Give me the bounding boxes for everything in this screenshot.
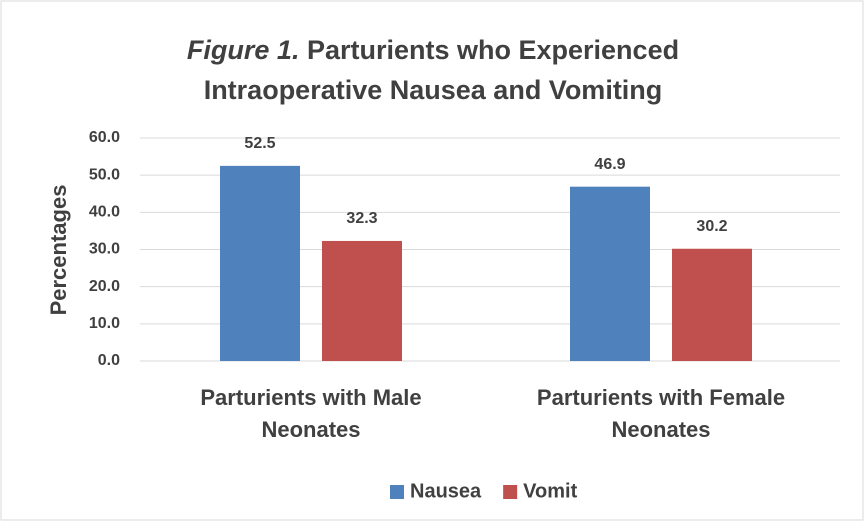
- title-text: Parturients who Experienced Intraoperati…: [203, 35, 680, 105]
- bar: [672, 248, 752, 361]
- chart-title: Figure 1. Parturients who Experienced In…: [133, 30, 733, 110]
- bar: [322, 240, 402, 361]
- y-tick-label: 20.0: [89, 278, 120, 295]
- data-label: 46.9: [594, 156, 625, 173]
- data-label: 32.3: [346, 210, 377, 227]
- y-axis-label: Percentages: [46, 185, 71, 316]
- y-tick-label: 30.0: [89, 241, 120, 258]
- legend-swatch: [503, 485, 518, 499]
- legend-label: Vomit: [523, 480, 577, 502]
- y-tick-label: 0.0: [98, 352, 120, 369]
- bar: [220, 165, 300, 361]
- data-label: 52.5: [244, 135, 275, 152]
- y-tick-label: 40.0: [89, 204, 120, 221]
- bar: [570, 186, 650, 361]
- data-label: 30.2: [696, 218, 727, 235]
- title-label: Figure 1.: [186, 35, 300, 65]
- y-tick-label: 10.0: [89, 315, 120, 332]
- x-tick-label: Parturients with Female Neonates: [536, 385, 786, 442]
- y-tick-label: 60.0: [89, 129, 120, 146]
- legend-label: Nausea: [410, 480, 482, 502]
- x-tick-label: Parturients with Male Neonates: [200, 385, 422, 442]
- legend-swatch: [390, 485, 404, 499]
- y-tick-label: 50.0: [89, 166, 120, 183]
